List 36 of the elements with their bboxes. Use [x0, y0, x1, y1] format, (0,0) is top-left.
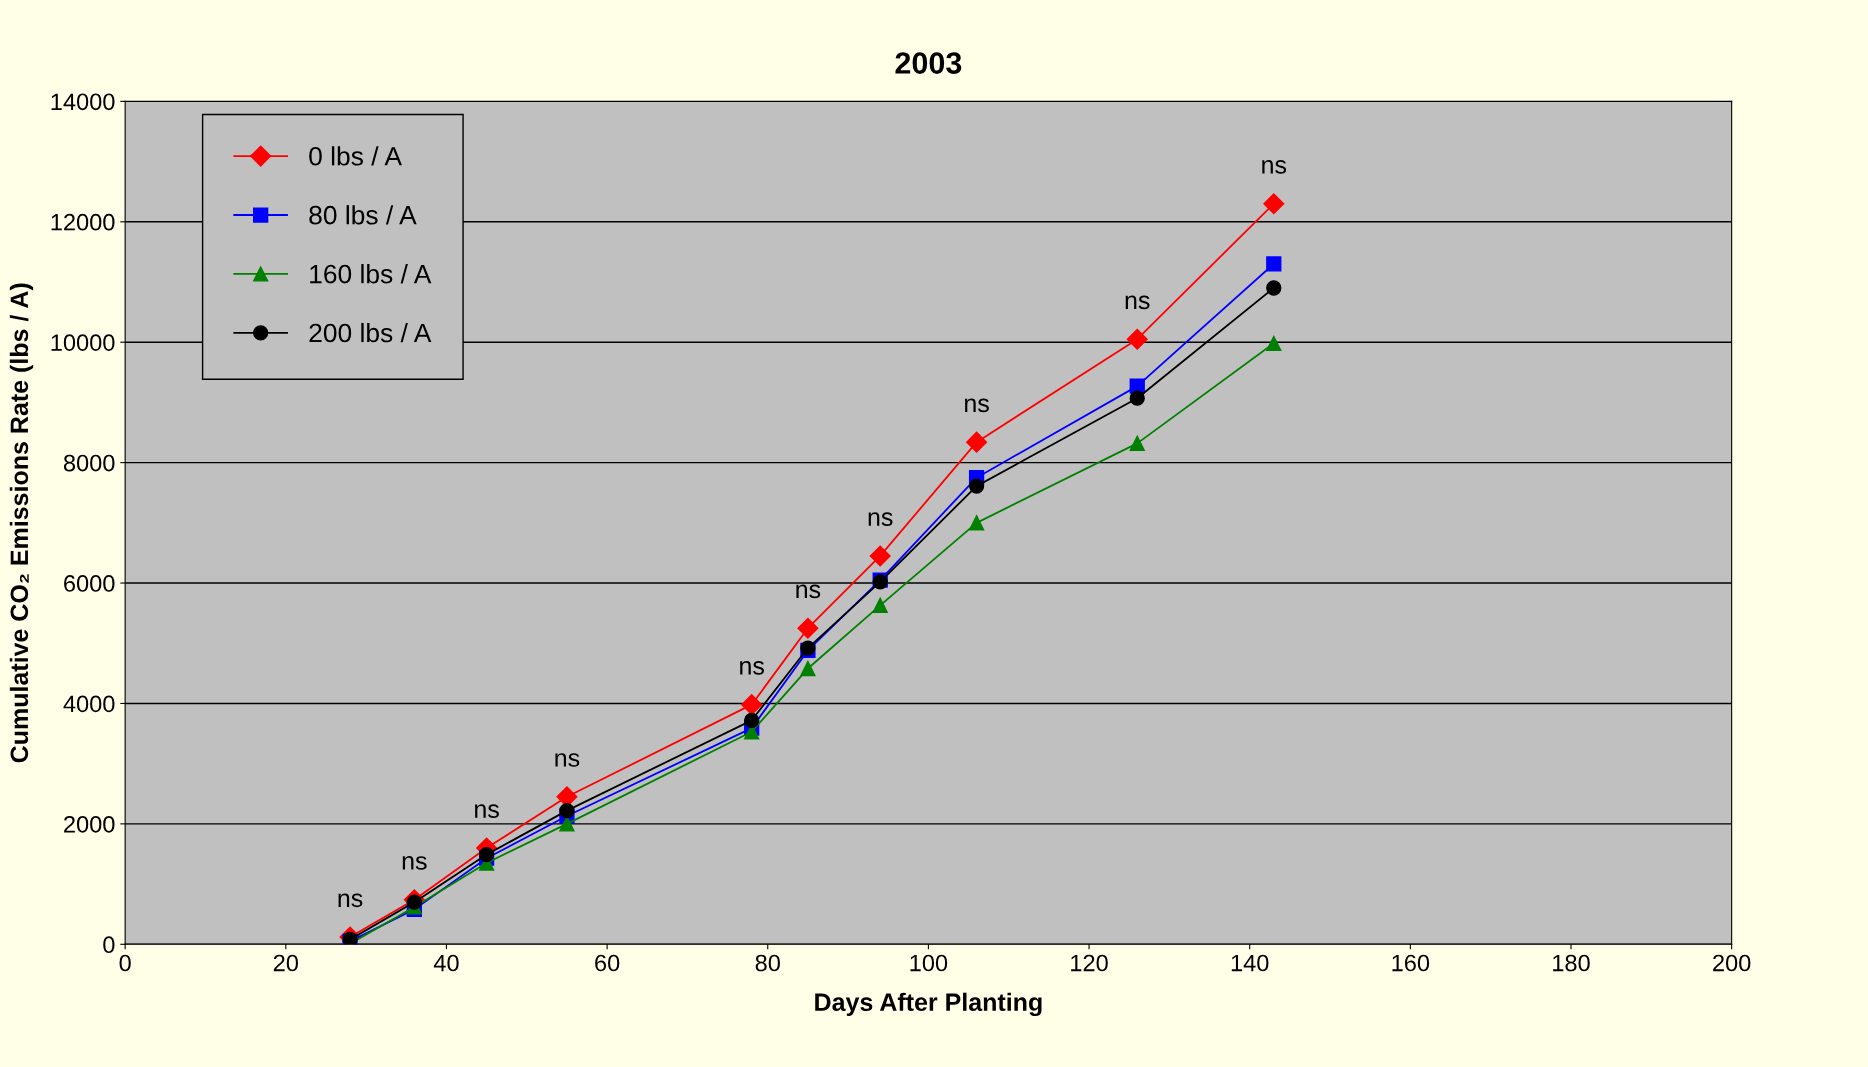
x-tick-label: 180: [1553, 954, 1590, 972]
y-tick-label: 2000: [64, 815, 115, 833]
legend-label: 200 lbs / A: [309, 322, 432, 343]
x-tick-label: 200: [1713, 954, 1751, 972]
x-tick-label: 160: [1392, 954, 1430, 972]
x-tick-label: 140: [1231, 954, 1269, 972]
x-axis-title: Days After Planting: [815, 992, 1042, 1017]
x-tick-label: 0: [119, 954, 131, 972]
annotation: ns: [475, 804, 499, 819]
annotation: ns: [965, 398, 989, 413]
chart-title: 2003: [895, 52, 962, 74]
x-tick-label: 100: [910, 954, 948, 972]
annotation: ns: [402, 856, 427, 870]
annotation: ns: [796, 584, 821, 599]
y-axis-title: Cumulative CO₂ Emissions Rate (lbs / A): [9, 283, 34, 763]
legend-label: 0 lbs / A: [309, 146, 402, 166]
x-tick-label: 20: [273, 954, 299, 972]
y-tick-label: 6000: [64, 575, 115, 592]
annotation: ns: [338, 893, 363, 908]
legend-label: 80 lbs / A: [309, 205, 417, 225]
legend-label: 160 lbs / A: [310, 264, 432, 284]
y-tick-label: 8000: [63, 454, 115, 472]
x-tick-label: 40: [433, 954, 459, 972]
y-tick-label: 4000: [63, 695, 115, 713]
y-tick-label: 14000: [51, 93, 115, 111]
x-tick-label: 80: [755, 954, 780, 972]
x-tick-label: 120: [1071, 954, 1108, 972]
y-tick-label: 12000: [51, 213, 115, 231]
x-tick-label: 60: [595, 954, 620, 972]
y-tick-label: 0: [103, 936, 115, 954]
annotation: ns: [740, 661, 764, 675]
annotation: ns: [555, 753, 580, 767]
y-tick-label: 10000: [51, 334, 115, 351]
annotation: ns: [868, 512, 893, 526]
annotation: ns: [1262, 160, 1287, 174]
annotation: ns: [1125, 295, 1150, 310]
